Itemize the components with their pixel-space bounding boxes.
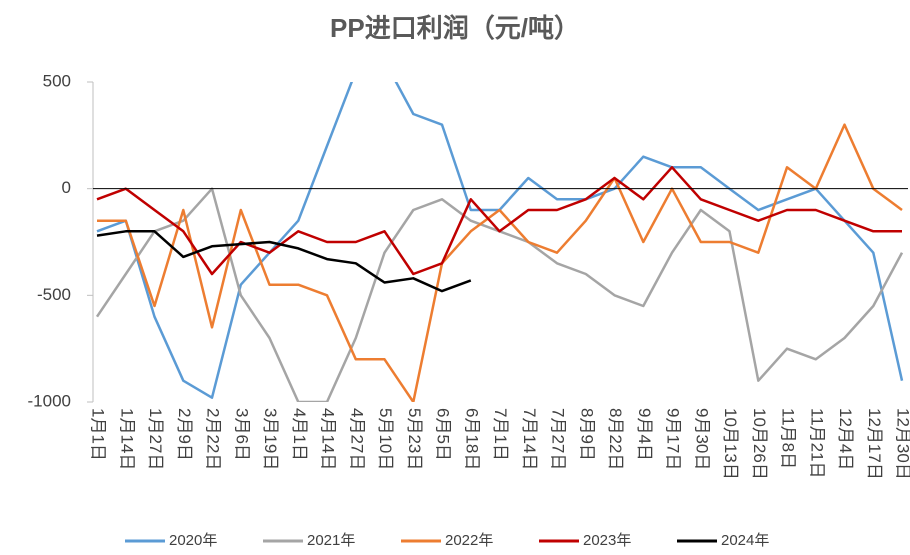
x-tick-label: 4月1日	[290, 408, 309, 461]
series-line	[96, 82, 904, 399]
x-tick-label: 5月23日	[405, 408, 424, 470]
series-line	[96, 230, 472, 293]
x-tick-label: 11月21日	[807, 408, 826, 479]
series-line	[96, 166, 902, 276]
series-line	[97, 123, 903, 402]
series-line	[95, 187, 904, 402]
x-tick-label: 9月4日	[635, 408, 654, 461]
x-tick-label: 3月19日	[261, 408, 280, 470]
x-tick-label: 11月8日	[779, 408, 798, 469]
x-tick-label: 6月5日	[434, 408, 453, 461]
y-tick-label: 500	[43, 71, 71, 90]
x-tick-label: 7月27日	[549, 408, 568, 470]
x-tick-label: 8月22日	[606, 408, 625, 470]
x-tick-label: 8月9日	[577, 408, 596, 461]
x-tick-label: 7月1日	[491, 408, 510, 461]
legend-label: 2022年	[445, 532, 493, 549]
legend-label: 2020年	[169, 532, 217, 549]
x-tick-label: 1月27日	[146, 408, 165, 470]
legend-label: 2024年	[721, 532, 769, 549]
x-tick-label: 9月30日	[692, 408, 711, 470]
x-tick-label: 10月13日	[721, 408, 740, 480]
x-tick-label: 12月30日	[894, 408, 910, 480]
x-tick-label: 9月17日	[664, 408, 683, 470]
x-tick-label: 5月10日	[376, 408, 395, 470]
y-tick-label: -500	[37, 285, 71, 304]
legend-label: 2021年	[307, 532, 355, 549]
x-tick-label: 12月4日	[836, 408, 855, 470]
x-tick-label: 1月1日	[89, 408, 108, 461]
x-tick-label: 6月18日	[462, 408, 481, 470]
x-tick-label: 7月14日	[520, 408, 539, 470]
x-tick-label: 1月14日	[117, 408, 136, 470]
x-tick-label: 3月6日	[232, 408, 251, 461]
chart-title: PP进口利润（元/吨）	[330, 13, 580, 43]
x-tick-label: 12月17日	[865, 408, 884, 480]
x-tick-label: 4月27日	[347, 408, 366, 470]
x-tick-label: 2月22日	[204, 408, 223, 470]
x-tick-label: 10月26日	[750, 408, 769, 480]
y-tick-label: 0	[62, 178, 71, 197]
x-tick-label: 2月9日	[175, 408, 194, 461]
y-tick-label: -1000	[28, 391, 71, 410]
x-tick-label: 4月14日	[319, 408, 338, 470]
legend-label: 2023年	[583, 532, 631, 549]
